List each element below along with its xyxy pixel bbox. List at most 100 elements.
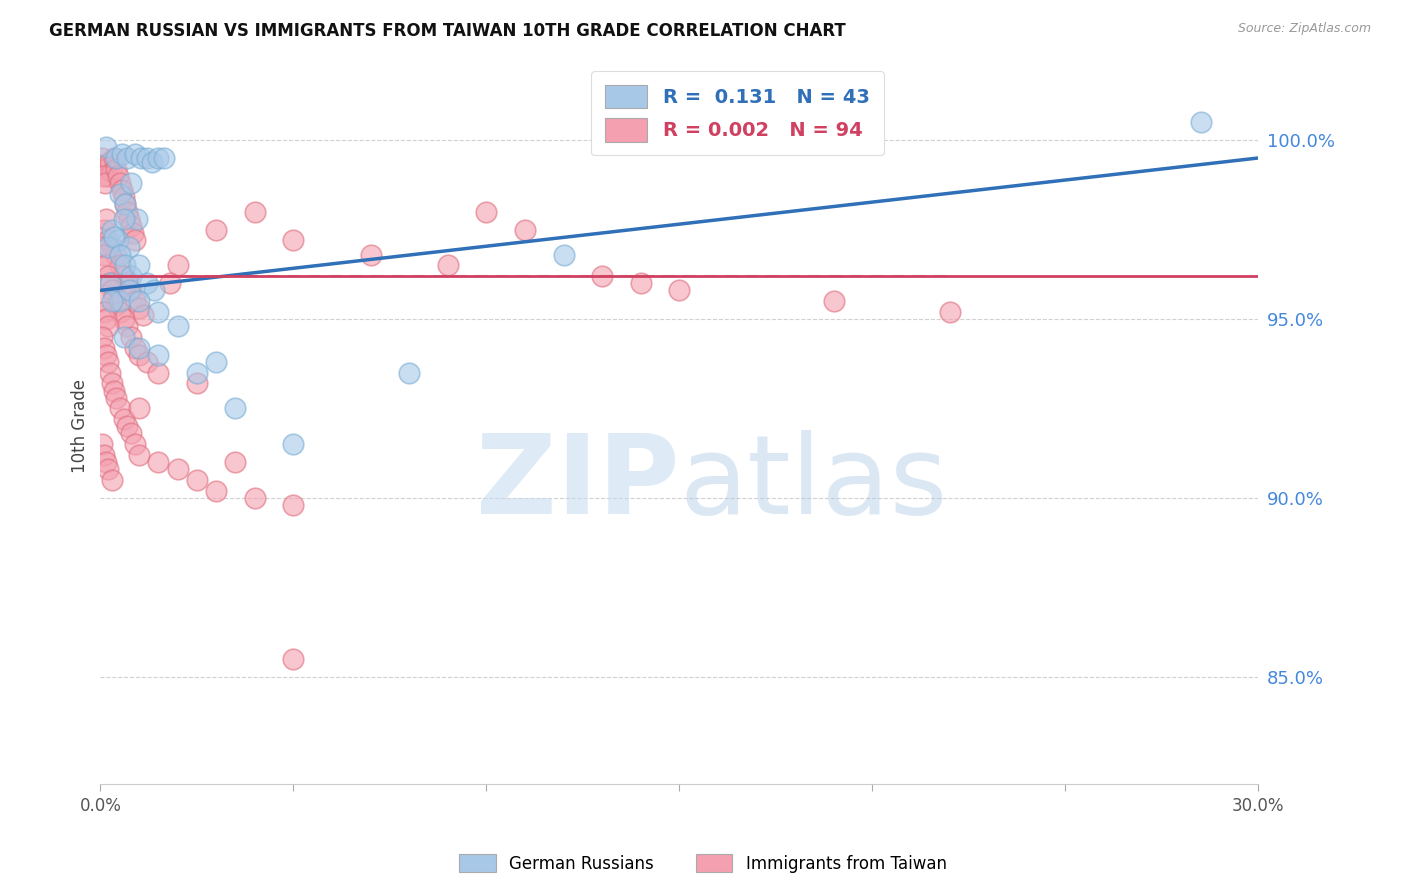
Point (98, 276, 121, 290)
Point (120, 268, 142, 283)
Point (94, 176, 117, 190)
Point (823, 294, 845, 309)
Point (117, 319, 139, 334)
Point (475, 204, 498, 219)
Point (112, 268, 135, 283)
Point (148, 455, 170, 469)
Point (91, 437, 114, 451)
Point (91, 330, 114, 344)
Point (118, 283, 141, 297)
Point (124, 341, 146, 355)
Point (108, 258, 131, 272)
Point (135, 151, 157, 165)
Point (283, 233, 305, 247)
Point (103, 151, 125, 165)
Point (283, 437, 305, 451)
Point (128, 258, 150, 272)
Point (91, 240, 114, 254)
Point (124, 437, 146, 451)
Point (108, 401, 131, 416)
Point (93, 158, 115, 172)
Point (101, 473, 124, 487)
Point (93, 448, 115, 462)
Point (107, 233, 129, 247)
Point (513, 222, 536, 236)
Point (93, 169, 115, 183)
Point (103, 291, 125, 305)
Text: GERMAN RUSSIAN VS IMMIGRANTS FROM TAIWAN 10TH GRADE CORRELATION CHART: GERMAN RUSSIAN VS IMMIGRANTS FROM TAIWAN… (49, 22, 846, 40)
Point (112, 312, 135, 326)
Point (108, 186, 131, 201)
Point (94, 312, 117, 326)
Point (112, 330, 135, 344)
Point (591, 268, 613, 283)
Point (112, 211, 135, 226)
Point (668, 283, 690, 297)
Point (141, 154, 163, 169)
Point (148, 305, 170, 319)
Point (97, 355, 120, 369)
Point (128, 348, 150, 362)
Point (120, 176, 142, 190)
Point (101, 222, 124, 236)
Point (107, 169, 129, 183)
Legend: R =  0.131   N = 43, R = 0.002   N = 94: R = 0.131 N = 43, R = 0.002 N = 94 (591, 71, 883, 155)
Point (114, 258, 136, 272)
Point (124, 147, 146, 161)
Point (91, 294, 114, 309)
Point (98, 366, 121, 380)
Point (120, 426, 142, 441)
Point (243, 204, 266, 219)
Point (243, 491, 266, 505)
Point (205, 355, 228, 369)
Point (93, 222, 115, 236)
Point (103, 384, 125, 398)
Text: Source: ZipAtlas.com: Source: ZipAtlas.com (1237, 22, 1371, 36)
Point (93, 341, 115, 355)
Point (128, 448, 150, 462)
Point (630, 276, 652, 290)
Point (117, 276, 139, 290)
Point (94, 211, 117, 226)
Point (148, 151, 170, 165)
Point (117, 151, 139, 165)
Point (283, 652, 305, 666)
Point (97, 233, 120, 247)
Text: atlas: atlas (679, 430, 948, 537)
Point (143, 283, 166, 297)
Point (205, 483, 228, 498)
Point (93, 247, 115, 261)
Point (101, 240, 124, 254)
Point (120, 283, 142, 297)
Point (97, 319, 120, 334)
Point (110, 183, 132, 197)
Point (97, 240, 120, 254)
Point (938, 305, 960, 319)
Point (97, 462, 120, 476)
Point (128, 301, 150, 316)
Y-axis label: 10th Grade: 10th Grade (72, 379, 89, 474)
Point (148, 366, 170, 380)
Point (124, 294, 146, 309)
Point (135, 355, 157, 369)
Point (94, 455, 117, 469)
Point (360, 247, 382, 261)
Point (205, 222, 228, 236)
Point (103, 229, 125, 244)
Point (101, 165, 124, 179)
Point (436, 258, 458, 272)
Point (104, 151, 127, 165)
Point (108, 294, 131, 309)
Point (120, 219, 142, 233)
Point (118, 211, 141, 226)
Point (97, 169, 120, 183)
Point (97, 268, 120, 283)
Point (398, 366, 420, 380)
Point (114, 197, 136, 211)
Point (122, 226, 145, 240)
Point (91, 151, 114, 165)
Point (186, 366, 208, 380)
Point (166, 462, 188, 476)
Point (283, 498, 305, 512)
Point (553, 247, 575, 261)
